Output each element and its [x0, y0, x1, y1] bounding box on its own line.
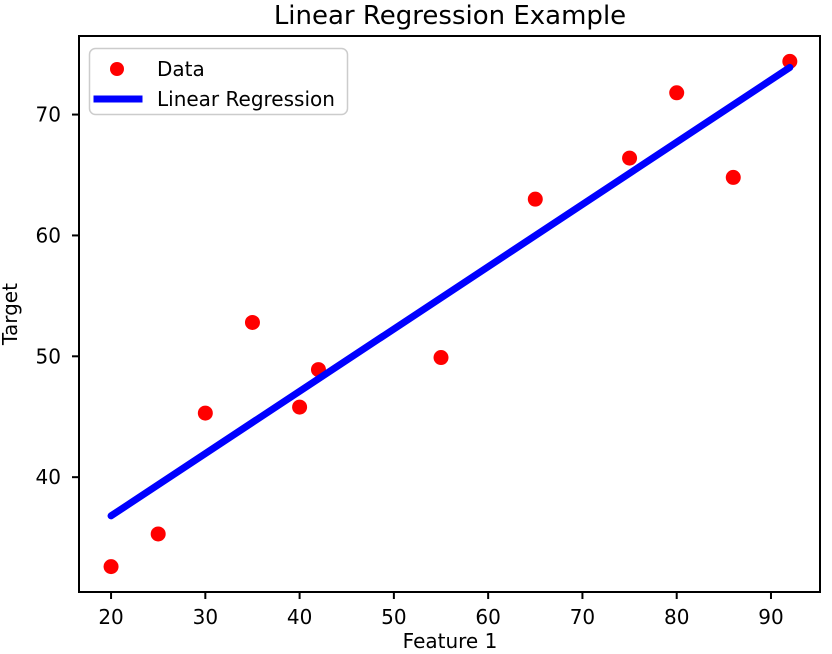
- data-point: [782, 53, 798, 69]
- data-point: [150, 526, 166, 542]
- x-axis-ticks: 20 30 40 50 60 70 80 90: [98, 592, 784, 629]
- data-point: [622, 150, 638, 166]
- x-tick-label: 50: [381, 605, 406, 629]
- x-axis-label: Feature 1: [403, 629, 498, 653]
- regression-line: [107, 63, 794, 520]
- data-point: [725, 169, 741, 185]
- y-axis-ticks: 40 50 60 70: [36, 103, 79, 489]
- scatter-series: [103, 53, 798, 575]
- y-tick-label: 70: [36, 103, 61, 127]
- x-tick-label: 80: [664, 605, 689, 629]
- x-tick-label: 30: [193, 605, 218, 629]
- y-tick-label: 50: [36, 344, 61, 368]
- y-axis-label: Target: [0, 283, 22, 346]
- legend-marker-data: [110, 62, 124, 76]
- x-tick-label: 40: [287, 605, 312, 629]
- legend: Data Linear Regression: [88, 47, 349, 116]
- y-tick-label: 60: [36, 223, 61, 247]
- y-tick-label: 40: [36, 465, 61, 489]
- axes-frame: [78, 35, 821, 593]
- data-point: [292, 399, 308, 415]
- data-point: [527, 191, 543, 207]
- regression-line-group: [107, 63, 794, 520]
- chart-title: Linear Regression Example: [274, 1, 626, 31]
- x-tick-label: 20: [98, 605, 123, 629]
- x-tick-label: 70: [570, 605, 595, 629]
- legend-label-regression: Linear Regression: [157, 87, 335, 111]
- legend-label-data: Data: [157, 57, 205, 81]
- data-point: [433, 350, 449, 366]
- x-tick-label: 90: [758, 605, 783, 629]
- data-point: [197, 405, 213, 421]
- data-point: [103, 559, 119, 575]
- legend-box: [88, 47, 349, 116]
- data-point: [669, 85, 685, 101]
- data-point: [244, 314, 260, 330]
- x-tick-label: 60: [475, 605, 500, 629]
